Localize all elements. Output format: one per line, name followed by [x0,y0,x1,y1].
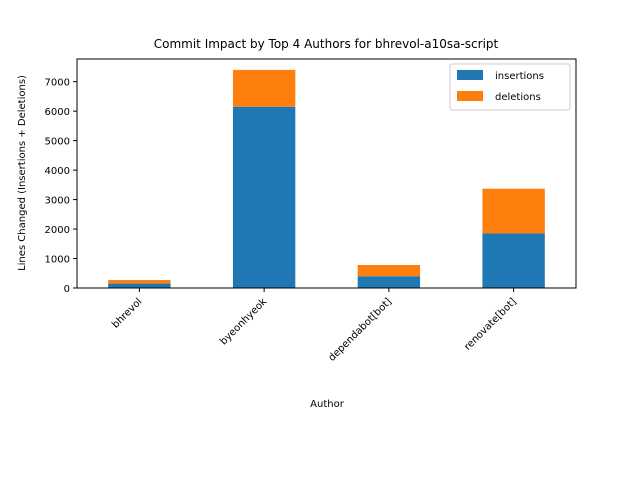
y-tick-label: 4000 [45,166,70,177]
bar-deletions-dependabot[bot] [357,265,421,277]
x-axis-ticks: bhrevol byeonhyeok dependabot[bot] renovate… [110,288,519,364]
y-tick-label: 3000 [45,196,70,207]
bar-insertions-renovate[bot] [482,233,545,288]
y-tick-label: 2000 [45,225,70,236]
y-tick-label: 7000 [45,78,70,89]
plot-frame [76,58,577,289]
y-tick-label: 5000 [45,137,70,148]
legend-swatch-deletions [457,91,483,101]
x-tick-label: dependabot[bot] [327,296,395,364]
chart-title: Commit Impact by Top 4 Authors for bhrev… [154,37,499,51]
x-axis-label: Author [310,399,345,410]
legend: insertions deletions [449,63,571,111]
y-tick-label: 6000 [45,107,70,118]
y-tick-label: 1000 [45,255,70,266]
bar-deletions-renovate[bot] [482,188,545,234]
y-axis-ticks: 0 1000 2000 3000 4000 5000 6000 7000 [45,78,77,295]
y-axis-label: Lines Changed (Insertions + Deletions) [17,75,28,271]
legend-swatch-insertions [457,70,483,80]
x-tick-label: bhrevol [110,296,144,330]
bar-deletions-byeonhyeok [232,69,296,107]
legend-label-insertions: insertions [495,71,544,82]
bar-insertions-byeonhyeok [232,106,296,288]
bar-insertions-bhrevol [108,283,171,288]
bar-insertions-dependabot[bot] [357,276,421,288]
x-tick-label: renovate[bot] [462,296,519,353]
legend-label-deletions: deletions [495,92,541,103]
bar-deletions-bhrevol [108,280,171,284]
y-tick-label: 0 [64,284,70,295]
bars-group [108,69,545,288]
x-tick-label: byeonhyeok [218,296,269,347]
